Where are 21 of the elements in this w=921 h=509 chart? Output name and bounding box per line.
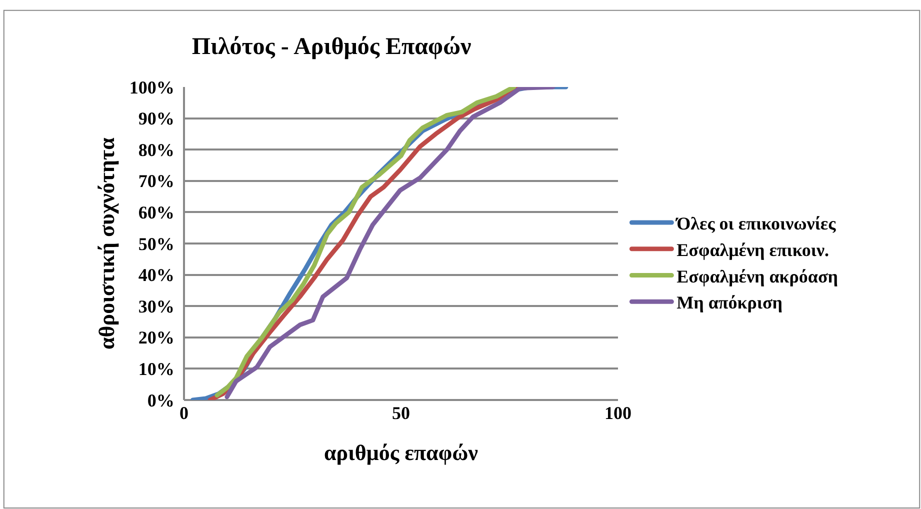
- y-tick-label: 0%: [147, 390, 174, 410]
- y-tick-label: 30%: [138, 296, 174, 316]
- x-tick-label: 50: [392, 403, 410, 423]
- y-tick-label: 50%: [138, 234, 174, 254]
- y-tick-label: 40%: [138, 265, 174, 286]
- y-tick-label: 100%: [129, 77, 174, 98]
- y-tick-label: 60%: [138, 202, 174, 222]
- y-tick-label: 10%: [138, 359, 174, 379]
- legend-label: Εσφαλμένη επικοιν.: [676, 240, 829, 260]
- legend-label: Μη απόκριση: [676, 292, 783, 313]
- y-tick-label: 80%: [138, 140, 174, 160]
- x-tick-label: 0: [180, 403, 188, 423]
- y-axis-title: αθροιστική συχνότητα: [94, 136, 120, 350]
- legend-label: Όλες οι επικοινωνίες: [674, 214, 836, 234]
- legend-label: Εσφαλμένη ακρόαση: [676, 266, 838, 286]
- x-tick-label: 100: [604, 403, 632, 423]
- y-tick-label: 90%: [138, 108, 174, 129]
- chart-title: Πιλότος - Αριθμός Επαφών: [192, 34, 472, 60]
- x-axis-title: αριθμός επαφών: [324, 440, 478, 465]
- y-tick-label: 20%: [138, 328, 174, 348]
- y-tick-label: 70%: [138, 171, 174, 192]
